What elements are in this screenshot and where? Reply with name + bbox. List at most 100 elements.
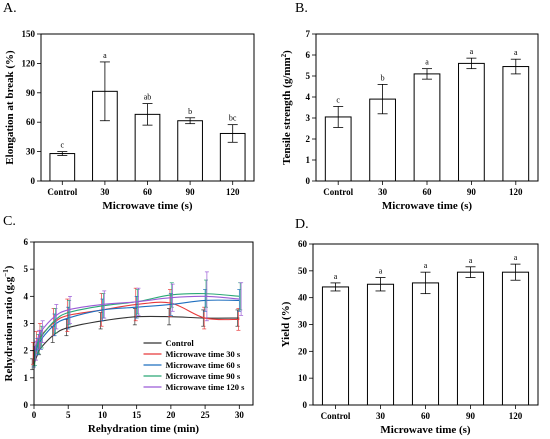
plot-frame — [315, 33, 539, 182]
series-line — [33, 295, 240, 351]
y-axis-label: Elongation at break (%) — [4, 50, 16, 165]
y-tick-label: 30 — [26, 147, 36, 157]
x-tick-label: 90 — [466, 411, 476, 421]
x-axis-label: Microwave time (s) — [380, 424, 471, 436]
y-tick-label: 150 — [22, 29, 36, 39]
bar — [411, 282, 440, 406]
bar — [321, 286, 350, 406]
significance-letter: c — [336, 95, 340, 104]
panel-label: A. — [3, 1, 17, 16]
x-tick-label: 5 — [66, 410, 71, 420]
x-tick-label: 0 — [32, 410, 37, 420]
panel-label: D. — [295, 217, 309, 232]
significance-letter: a — [514, 253, 518, 262]
y-tick-label: 3 — [306, 113, 311, 123]
x-tick-label: 30 — [378, 187, 388, 197]
y-tick-label: 2 — [306, 134, 311, 144]
significance-letter: ab — [144, 93, 152, 102]
bar — [458, 62, 485, 182]
x-tick-label: 30 — [376, 411, 386, 421]
y-tick-label: 60 — [298, 239, 308, 249]
series-4 — [33, 271, 244, 361]
x-tick-label: Control — [323, 187, 353, 197]
y-tick-label: 0 — [303, 400, 308, 410]
x-tick-label: Control — [47, 187, 77, 197]
y-axis-label: Tensile strength (g/mm2) — [280, 50, 293, 165]
legend-label: Control — [166, 338, 195, 348]
legend-label: Microwave time 60 s — [166, 360, 241, 370]
y-tick-label: 40 — [298, 293, 308, 303]
y-tick-label: 60 — [26, 117, 36, 127]
plot-frame — [33, 241, 254, 406]
x-tick-label: 60 — [423, 187, 433, 197]
x-tick-label: 90 — [186, 187, 196, 197]
y-tick-label: 6 — [306, 50, 311, 60]
panel-label: C. — [3, 214, 16, 229]
bar — [366, 283, 395, 406]
y-tick-label: 0 — [31, 176, 36, 186]
x-tick-label: Control — [321, 411, 351, 421]
y-tick-label: 5 — [24, 264, 29, 274]
y-tick-label: 4 — [24, 291, 29, 301]
panel-0: A. c Control a 30 ab 60 b 90 bc 120 0 30 60 90 120 150 Mi… — [3, 1, 255, 212]
y-tick-label: 5 — [306, 71, 311, 81]
y-tick-label: 6 — [24, 237, 29, 247]
y-tick-label: 1 — [24, 373, 29, 383]
y-tick-label: 3 — [24, 319, 29, 329]
significance-letter: a — [470, 47, 474, 56]
y-tick-label: 10 — [298, 373, 308, 383]
significance-letter: bc — [229, 114, 237, 123]
y-tick-label: 7 — [306, 29, 311, 39]
bar — [177, 120, 203, 182]
x-tick-label: 120 — [509, 411, 523, 421]
significance-letter: a — [424, 261, 428, 270]
x-tick-label: 90 — [467, 187, 477, 197]
legend-label: Microwave time 30 s — [166, 349, 241, 359]
y-tick-label: 120 — [22, 58, 36, 68]
panel-label: B. — [295, 1, 308, 16]
y-tick-label: 1 — [306, 155, 311, 165]
x-tick-label: 120 — [509, 187, 523, 197]
significance-letter: b — [381, 73, 385, 82]
x-axis-label: Microwave time (s) — [102, 200, 193, 212]
significance-letter: b — [188, 107, 192, 116]
significance-letter: a — [379, 267, 383, 276]
x-axis-label: Microwave time (s) — [382, 200, 473, 212]
bar — [456, 271, 485, 406]
x-tick-label: 60 — [143, 187, 153, 197]
y-axis-label: Rehydration ratio (g.g−1) — [2, 265, 15, 381]
y-tick-label: 0 — [306, 176, 311, 186]
y-tick-label: 30 — [298, 320, 308, 330]
x-tick-label: 20 — [166, 410, 176, 420]
panel-3: D. a Control a 30 a 60 a 90 a 120 0 10 20 30 40 50 60 Micr… — [280, 217, 539, 436]
x-tick-label: 120 — [226, 187, 240, 197]
bar — [413, 73, 441, 182]
y-tick-label: 20 — [298, 346, 308, 356]
y-tick-label: 0 — [24, 400, 29, 410]
plot-frame — [40, 33, 255, 182]
significance-letter: a — [514, 48, 518, 57]
legend-label: Microwave time 120 s — [166, 382, 246, 392]
significance-letter: a — [103, 51, 107, 60]
y-tick-label: 4 — [306, 92, 311, 102]
y-tick-label: 2 — [24, 346, 29, 356]
x-tick-label: 30 — [235, 410, 245, 420]
x-axis-label: Rehydration time (min) — [88, 423, 200, 435]
bar — [502, 66, 530, 182]
bar — [501, 271, 530, 406]
significance-letter: c — [61, 141, 65, 150]
significance-letter: a — [469, 256, 473, 265]
significance-letter: a — [334, 272, 338, 281]
y-axis-label: Yield (%) — [280, 301, 292, 347]
x-tick-label: 25 — [201, 410, 211, 420]
y-tick-label: 50 — [298, 266, 308, 276]
x-tick-label: 60 — [421, 411, 431, 421]
significance-letter: a — [425, 58, 429, 67]
bar — [49, 153, 76, 182]
x-tick-label: 30 — [100, 187, 110, 197]
y-tick-label: 90 — [26, 88, 36, 98]
legend-label: Microwave time 90 s — [166, 371, 241, 381]
x-tick-label: 10 — [98, 410, 108, 420]
